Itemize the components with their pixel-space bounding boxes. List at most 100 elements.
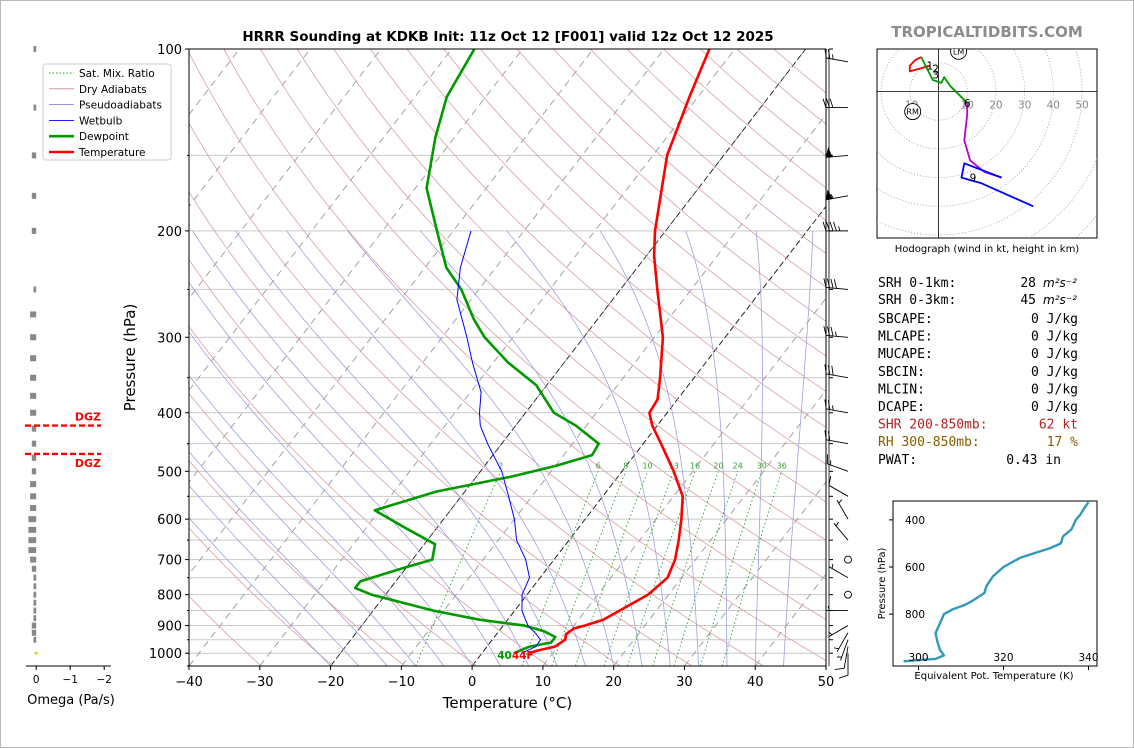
dry-adiabat-line bbox=[189, 595, 262, 666]
mixing-ratio-label: 8 bbox=[623, 461, 628, 470]
omega-bar bbox=[30, 493, 37, 500]
pseudoadiabat-line bbox=[189, 281, 501, 666]
hodograph-height-label: 6 bbox=[964, 98, 971, 110]
omega-bar bbox=[33, 46, 37, 52]
storm-motion-label: LM bbox=[953, 47, 964, 56]
isotherm-line bbox=[189, 49, 665, 666]
omega-bar bbox=[31, 629, 37, 636]
theta-e-x-tick-label: 340 bbox=[1078, 652, 1098, 664]
theta-e-x-tick-label: 300 bbox=[908, 652, 928, 664]
mixing-ratio-line bbox=[575, 471, 649, 666]
dry-adiabat-line bbox=[516, 49, 826, 322]
isotherm-line bbox=[471, 205, 826, 666]
pseudoadiabat-line bbox=[754, 230, 763, 666]
isotherm-line bbox=[189, 49, 453, 391]
pseudoadiabat-line bbox=[506, 230, 671, 666]
omega-bar bbox=[31, 152, 37, 159]
legend-label: Sat. Mix. Ratio bbox=[79, 68, 155, 80]
storm-motion-marker bbox=[904, 103, 922, 121]
theta-e-y-tick-label: 400 bbox=[905, 515, 925, 527]
omega-axis-label: Omega (Pa/s) bbox=[27, 693, 115, 708]
omega-bar bbox=[33, 583, 37, 590]
index-label: MUCAPE: bbox=[878, 347, 933, 362]
dry-adiabat-line bbox=[189, 51, 826, 661]
index-label: DCAPE: bbox=[878, 400, 925, 415]
y-tick-label: 900 bbox=[157, 620, 182, 635]
y-tick-label: 200 bbox=[157, 225, 182, 240]
wind-barbs bbox=[822, 48, 852, 679]
wind-barb bbox=[825, 605, 849, 612]
isotherm-line bbox=[189, 49, 311, 208]
index-value: 0 J/kg bbox=[1031, 365, 1078, 380]
index-value: 45 bbox=[1020, 293, 1036, 308]
theta-e-x-tick-label: 320 bbox=[993, 652, 1013, 664]
mixing-ratio-label: 13 bbox=[669, 461, 679, 470]
omega-bar bbox=[31, 454, 37, 461]
pseudoadiabat-line bbox=[189, 414, 416, 666]
isotherm-minus20-line bbox=[330, 49, 807, 666]
index-value: 17 % bbox=[1047, 435, 1078, 450]
hodograph-segment bbox=[920, 56, 968, 104]
y-tick-label: 600 bbox=[157, 513, 182, 528]
y-axis-label: Pressure (hPa) bbox=[121, 304, 139, 412]
index-label: SBCIN: bbox=[878, 365, 925, 380]
chart-title: HRRR Sounding at KDKB Init: 11z Oct 12 [… bbox=[242, 29, 773, 45]
wind-barb bbox=[836, 499, 849, 520]
index-value: 0 J/kg bbox=[1031, 347, 1078, 362]
omega-x-tick-label: −1 bbox=[62, 674, 77, 686]
omega-bar bbox=[30, 481, 37, 488]
wind-barb bbox=[823, 326, 849, 338]
mixing-ratio-line bbox=[652, 471, 719, 666]
dgz-label: DGZ bbox=[75, 411, 101, 424]
calm-wind-circle bbox=[844, 555, 852, 564]
index-value: 0.43 in bbox=[1006, 453, 1061, 468]
omega-bar bbox=[31, 440, 37, 447]
wetbulb-line bbox=[456, 230, 541, 654]
mixing-ratio-line bbox=[721, 471, 783, 666]
wind-barb bbox=[836, 639, 849, 661]
skewt-background-lines: 2 6 8 10 13 16 20 24 30 36 bbox=[189, 49, 826, 666]
omega-bar bbox=[31, 468, 37, 475]
calm-wind-circle bbox=[844, 590, 852, 599]
mixing-ratio-line bbox=[626, 471, 696, 666]
omega-bar bbox=[31, 227, 37, 234]
storm-motion-marker bbox=[950, 49, 968, 60]
theta-e-y-tick-label: 800 bbox=[905, 609, 925, 621]
isotherm-line bbox=[400, 113, 826, 666]
legend-label: Pseudoadiabats bbox=[79, 100, 162, 112]
temperature-line bbox=[528, 49, 711, 655]
y-tick-label: 300 bbox=[157, 331, 182, 346]
omega-bar bbox=[28, 526, 37, 533]
pseudoadiabat-line bbox=[286, 230, 586, 666]
pseudoadiabat-line bbox=[189, 517, 331, 666]
mixing-ratio-label: 10 bbox=[642, 461, 652, 470]
skewt-profiles: 40 44F bbox=[353, 49, 711, 662]
y-tick-label: 400 bbox=[157, 407, 182, 422]
legend-label: Dewpoint bbox=[79, 131, 129, 143]
mixing-ratio-line bbox=[521, 471, 599, 666]
pseudoadiabat-line bbox=[189, 331, 473, 666]
omega-bar bbox=[30, 334, 37, 341]
index-label: SRH 0-1km: bbox=[878, 276, 956, 291]
wind-barb bbox=[824, 364, 849, 379]
theta-e-x-label: Equivalent Pot. Temperature (K) bbox=[914, 671, 1073, 682]
omega-bar bbox=[33, 607, 37, 614]
mixing-ratio-line bbox=[415, 471, 502, 666]
hodograph-content: 10203040501012369LMRM bbox=[877, 47, 1097, 238]
isotherm-line bbox=[189, 49, 523, 483]
omega-bar bbox=[30, 311, 37, 318]
wind-barb bbox=[824, 48, 849, 63]
omega-bar bbox=[28, 547, 37, 554]
surface-temperature-label: 44F bbox=[512, 650, 534, 662]
y-tick-label: 500 bbox=[157, 465, 182, 480]
dry-adiabat-line bbox=[369, 49, 826, 465]
mixing-ratio-line bbox=[700, 471, 763, 666]
omega-x-tick-label: 0 bbox=[33, 674, 40, 686]
dry-adiabat-line bbox=[296, 49, 826, 541]
omega-bar bbox=[30, 504, 37, 511]
wind-barb bbox=[824, 399, 849, 414]
pseudoadiabat-line bbox=[189, 374, 445, 666]
index-value: 62 kt bbox=[1039, 418, 1078, 433]
hodograph-segment bbox=[960, 162, 1034, 208]
